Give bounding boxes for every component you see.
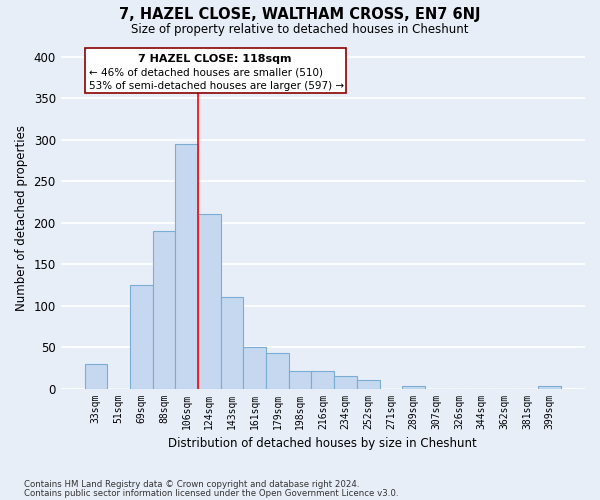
Bar bbox=[311, 371, 334, 388]
Text: Size of property relative to detached houses in Cheshunt: Size of property relative to detached ho… bbox=[131, 22, 469, 36]
X-axis label: Distribution of detached houses by size in Cheshunt: Distribution of detached houses by size … bbox=[169, 437, 477, 450]
Bar bbox=[130, 285, 152, 389]
Bar bbox=[266, 353, 289, 388]
Text: 7 HAZEL CLOSE: 118sqm: 7 HAZEL CLOSE: 118sqm bbox=[138, 54, 292, 64]
Bar bbox=[198, 214, 221, 388]
Bar bbox=[289, 371, 311, 388]
Text: Contains public sector information licensed under the Open Government Licence v3: Contains public sector information licen… bbox=[24, 488, 398, 498]
Text: 7, HAZEL CLOSE, WALTHAM CROSS, EN7 6NJ: 7, HAZEL CLOSE, WALTHAM CROSS, EN7 6NJ bbox=[119, 8, 481, 22]
Bar bbox=[152, 231, 175, 388]
Bar bbox=[334, 376, 357, 388]
Bar bbox=[402, 386, 425, 388]
Bar bbox=[244, 347, 266, 389]
Bar bbox=[221, 298, 244, 388]
FancyBboxPatch shape bbox=[85, 48, 346, 93]
Text: 53% of semi-detached houses are larger (597) →: 53% of semi-detached houses are larger (… bbox=[89, 81, 344, 91]
Text: Contains HM Land Registry data © Crown copyright and database right 2024.: Contains HM Land Registry data © Crown c… bbox=[24, 480, 359, 489]
Bar bbox=[175, 144, 198, 388]
Bar bbox=[538, 386, 561, 388]
Y-axis label: Number of detached properties: Number of detached properties bbox=[15, 126, 28, 312]
Bar bbox=[357, 380, 380, 388]
Text: ← 46% of detached houses are smaller (510): ← 46% of detached houses are smaller (51… bbox=[89, 68, 323, 78]
Bar bbox=[85, 364, 107, 388]
